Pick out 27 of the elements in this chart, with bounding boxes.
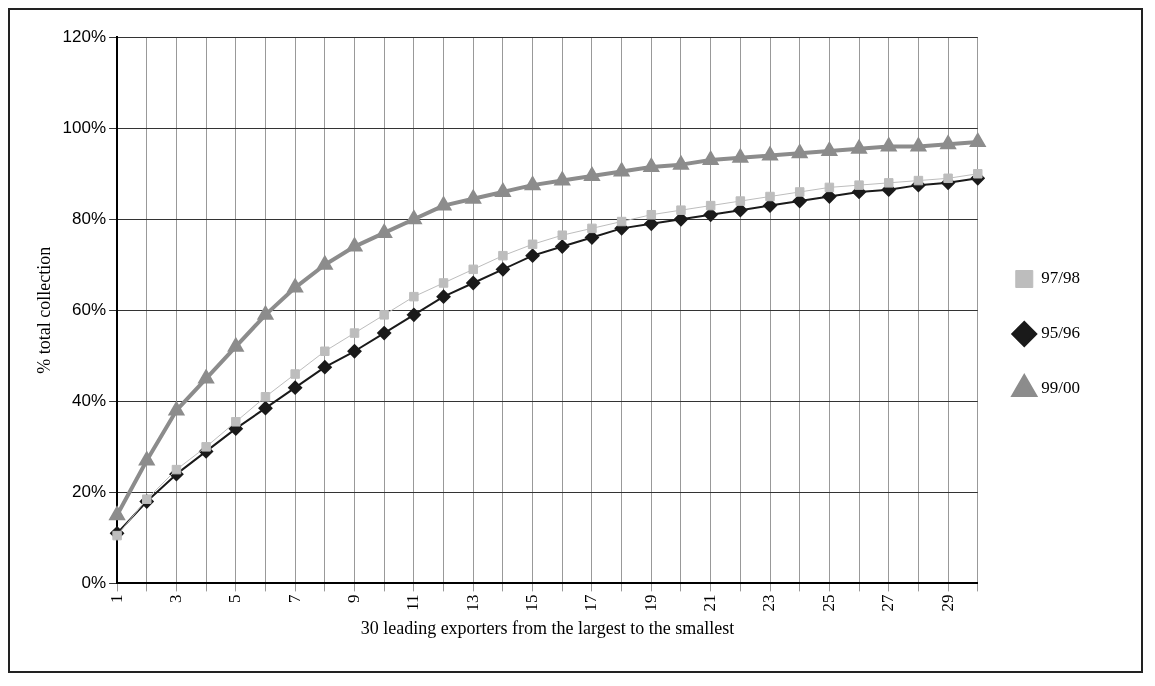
x-tick-label: 9 <box>343 594 363 603</box>
y-tick-label: 60% <box>72 299 107 319</box>
x-tick-label: 3 <box>165 594 185 603</box>
x-tick-label: 29 <box>937 594 957 612</box>
x-axis-title: 30 leading exporters from the largest to the smallest <box>360 617 735 638</box>
x-tick-label: 13 <box>462 594 482 612</box>
x-tick-label: 1 <box>106 594 126 603</box>
y-tick-label: 0% <box>81 573 107 593</box>
x-tick-label: 23 <box>759 594 779 612</box>
x-tick-label: 27 <box>878 593 898 612</box>
legend-label: 95/96 <box>1041 323 1081 343</box>
y-tick-label: 120% <box>62 26 107 46</box>
legend-label: 97/98 <box>1041 268 1081 288</box>
y-axis-title: % total collection <box>33 246 54 374</box>
y-tick-label: 80% <box>72 208 107 228</box>
legend-label: 99/00 <box>1041 378 1081 398</box>
x-tick-label: 15 <box>522 594 542 612</box>
x-tick-label: 21 <box>700 594 720 612</box>
x-tick-label: 11 <box>403 594 423 611</box>
x-tick-label: 5 <box>225 594 245 603</box>
x-tick-label: 17 <box>581 593 601 612</box>
x-tick-label: 7 <box>284 593 304 603</box>
y-tick-label: 100% <box>62 117 107 137</box>
y-tick-label: 20% <box>72 482 107 502</box>
x-tick-label: 19 <box>640 594 660 612</box>
x-tick-label: 25 <box>818 594 838 612</box>
y-tick-label: 40% <box>72 391 107 411</box>
